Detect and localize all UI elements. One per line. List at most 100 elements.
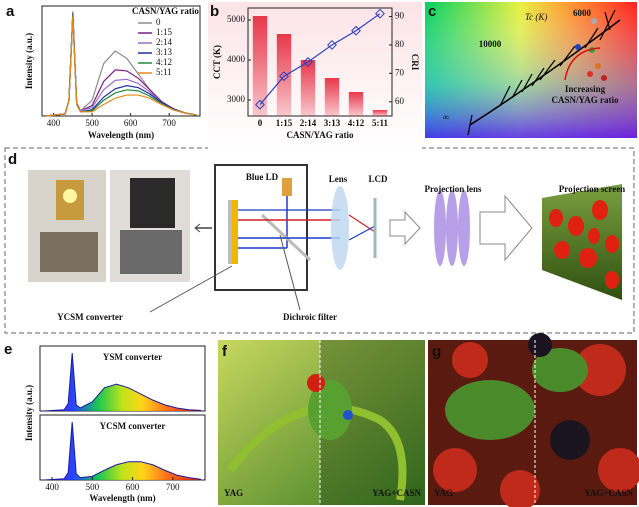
series-label: YSM converter [103,352,162,362]
series-label: YCSM converter [100,421,166,431]
temperature-label: 10000 [479,39,502,49]
component-label: LCD [368,174,388,184]
x-tick-label: 500 [86,482,100,492]
component-label: Projection lens [424,184,482,194]
projection-panel [4,147,635,334]
arrow [564,47,601,81]
y-tick-label: 5000 [227,14,246,24]
light-spot [63,189,77,203]
stem [226,403,407,501]
bar [372,110,388,116]
spectrum-fill [44,353,201,411]
beam [348,225,376,241]
y2-tick-label: 80 [395,39,405,49]
panel-letter: d [8,151,17,168]
cri-marker [279,71,289,82]
legend-label: 3:13 [156,47,173,57]
legend-label: 0 [156,17,161,27]
laser [282,178,292,196]
cri-marker [375,8,385,19]
photo-f [218,340,425,505]
x-tick-label: 400 [47,118,61,128]
cie-point [595,63,601,69]
x-axis-label: Wavelength (nm) [89,493,155,503]
x-tick-label: 700 [166,482,180,492]
x-tick-label: 5:11 [372,118,389,128]
module-box [214,164,308,291]
panel-letter: f [222,343,228,360]
tulips [549,200,619,289]
panel-letter: b [210,3,219,20]
leader [279,234,301,311]
temperature-label: 6000 [573,8,592,18]
x-axis-label: Wavelength (nm) [88,130,154,140]
panel-letter: g [432,343,441,360]
cri-marker [327,39,337,50]
photo-label: YAG [434,488,453,498]
plot-frame [247,7,393,117]
projection-lens [458,190,470,266]
photo-label: YAG+CASN [584,488,633,498]
x-tick-label: 700 [162,118,176,128]
heatsink [120,230,182,274]
arrow-head [194,223,201,233]
spectrum-line [45,16,197,117]
frog-eye [307,374,325,392]
strawberries [433,342,639,507]
bar [300,60,316,116]
leaves [445,348,588,440]
y-axis-label: CCT (K) [212,45,222,79]
x-tick-label: 600 [126,482,140,492]
frog-side [343,410,353,420]
projection-lens [446,190,458,266]
annotation: Increasing [565,84,606,94]
panel-letter: e [4,341,12,358]
hollow-arrow [479,194,533,262]
legend-title: CASN/YAG ratio [132,6,199,16]
substrate [228,200,232,264]
photo-label: YAG+CASN [372,488,421,498]
converter-label: YCSM converter [57,312,123,322]
x-tick-label: 1:15 [276,118,293,128]
photo-label: YAG [224,488,243,498]
component-label: Projection screen [559,184,625,194]
spectrum-line [43,422,202,481]
frog [308,380,352,440]
cri-marker [303,57,313,67]
blackberries [528,333,590,460]
device-body [130,178,175,228]
leader [149,265,233,313]
cri-marker [255,99,265,110]
hollow-arrow [389,210,421,246]
component-label: Lens [329,174,348,184]
spectrum-fill [44,422,201,480]
photo-g [428,333,639,507]
y2-tick-label: 60 [395,96,405,106]
x-tick-label: 0 [258,118,263,128]
temperature-label: ∞ [443,112,449,122]
x-tick-label: 500 [85,118,99,128]
y-tick-label: 4000 [227,54,246,64]
bar [252,16,268,116]
cie-point [591,18,597,24]
panel-letter: c [428,3,436,20]
y2-axis-label: CRI [410,54,420,71]
panel-letter: a [6,3,15,20]
tc-label: Tc (K) [525,12,547,22]
x-axis-label: CASN/YAG ratio [287,130,354,140]
annotation: CASN/YAG ratio [552,95,619,105]
x-tick-label: 400 [45,482,59,492]
legend-label: 1:15 [156,27,173,37]
y2-tick-label: 70 [395,67,405,77]
x-tick-label: 2:14 [300,118,317,128]
legend-label: 4:12 [156,57,172,67]
spectrum-line [43,353,202,412]
beam [348,214,376,233]
cri-line [259,13,381,106]
lens [331,186,349,270]
legend-label: 2:14 [156,37,173,47]
x-tick-label: 600 [124,118,138,128]
y-axis-label: Intensity (a.u.) [24,385,34,441]
cie-panel [425,2,637,138]
